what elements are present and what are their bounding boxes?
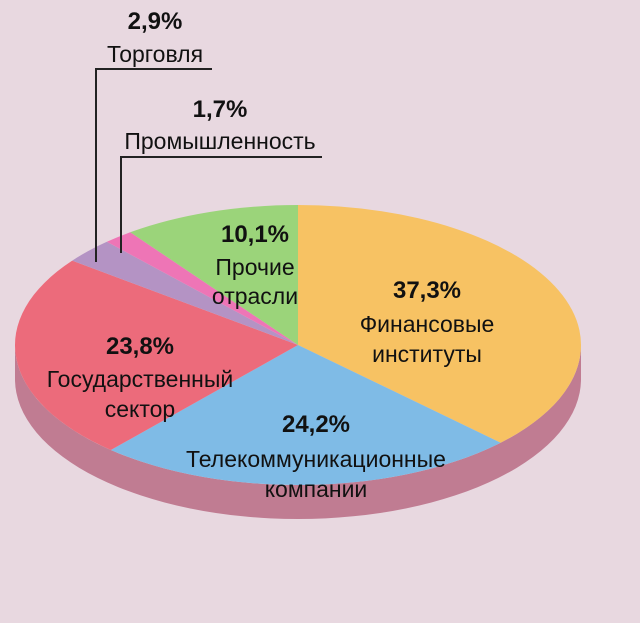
value-label-trade: 2,9%: [128, 8, 183, 35]
pie-slice-gov: [15, 260, 299, 451]
category-label-government-1: Государственный: [47, 366, 234, 392]
category-label-financial-1: Финансовые: [360, 311, 495, 337]
value-label-financial: 37,3%: [393, 277, 461, 304]
pie-slice-tel: [110, 345, 501, 486]
value-label-telecom: 24,2%: [282, 411, 350, 438]
category-label-other-2: отрасли: [212, 283, 298, 309]
leader-line-trade: [95, 68, 212, 262]
pie-slice-other: [130, 205, 298, 345]
value-label-industry: 1,7%: [193, 96, 248, 123]
category-label-trade: Торговля: [107, 41, 203, 67]
pie-3d-side: [15, 345, 581, 519]
pie-slice-fin: [298, 205, 581, 443]
category-label-telecom-2: компании: [265, 476, 368, 502]
value-label-other: 10,1%: [221, 221, 289, 248]
value-label-government: 23,8%: [106, 333, 174, 360]
pie-slice-trade: [72, 241, 298, 345]
category-label-government-2: сектор: [105, 396, 175, 422]
category-label-telecom-1: Телекоммуникационные: [186, 446, 446, 472]
category-label-other-1: Прочие: [215, 254, 294, 280]
category-label-financial-2: институты: [372, 341, 482, 367]
leader-line-industry: [120, 156, 322, 253]
category-label-industry: Промышленность: [124, 128, 315, 154]
pie-slice-ind: [106, 232, 298, 345]
